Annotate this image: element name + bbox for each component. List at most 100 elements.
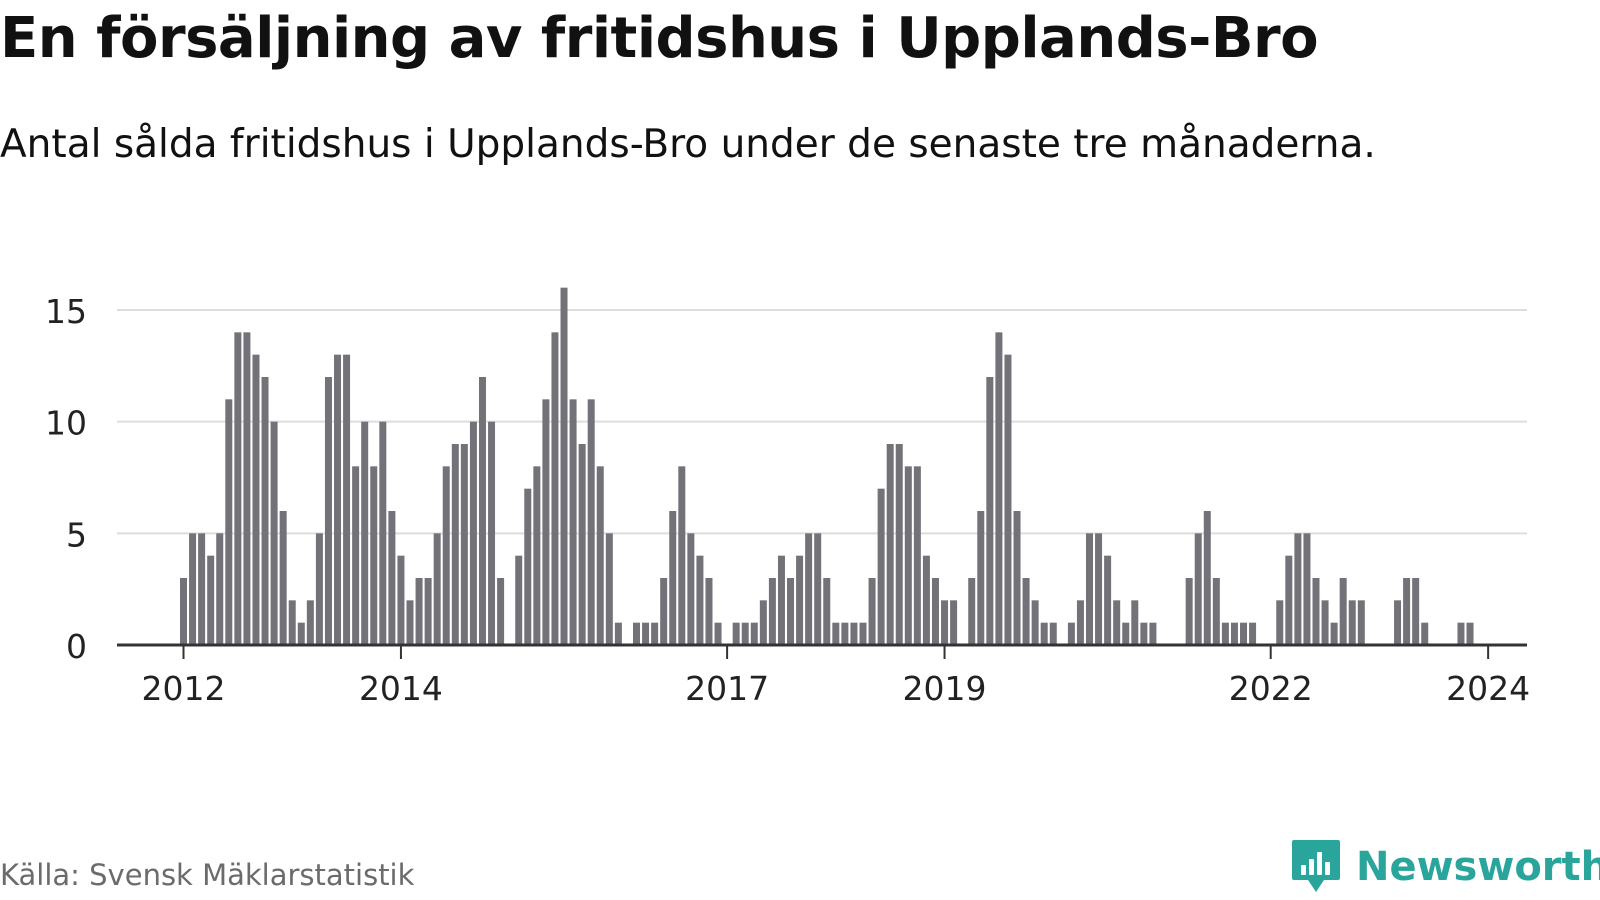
bar xyxy=(669,511,677,645)
bar xyxy=(297,622,305,645)
bar xyxy=(913,466,921,645)
bar xyxy=(696,555,704,645)
bar xyxy=(542,399,550,645)
x-tick-label: 2012 xyxy=(142,669,226,708)
bar xyxy=(1221,622,1229,645)
bar xyxy=(904,466,912,645)
bar xyxy=(1312,578,1320,645)
bar xyxy=(397,555,405,645)
bar xyxy=(1457,622,1465,645)
data-label: 1 xyxy=(1478,0,1499,8)
newsworthy-logo-icon xyxy=(1292,840,1340,892)
bar xyxy=(560,287,568,645)
bar xyxy=(931,578,939,645)
bar xyxy=(1240,622,1248,645)
bar xyxy=(1004,354,1012,645)
bar xyxy=(315,533,323,645)
bar xyxy=(252,354,260,645)
bar xyxy=(1276,600,1284,645)
bar xyxy=(678,466,686,645)
bar xyxy=(488,421,496,645)
bar xyxy=(1394,600,1402,645)
bar-series xyxy=(180,287,1474,645)
bar xyxy=(714,622,722,645)
bar xyxy=(1294,533,1302,645)
bar xyxy=(388,511,396,645)
bar xyxy=(1330,622,1338,645)
y-tick-label: 15 xyxy=(45,292,87,331)
bar xyxy=(460,444,468,645)
x-tick-label: 2024 xyxy=(1446,669,1530,708)
bar xyxy=(1095,533,1103,645)
bar xyxy=(977,511,985,645)
bar xyxy=(497,578,505,645)
bar xyxy=(587,399,595,645)
axes xyxy=(117,643,1527,659)
bar xyxy=(1149,622,1157,645)
bar xyxy=(180,578,187,645)
x-tick-label: 2017 xyxy=(685,669,769,708)
bar xyxy=(288,600,296,645)
bar xyxy=(605,533,613,645)
bar xyxy=(334,354,342,645)
bar xyxy=(551,332,559,645)
bar xyxy=(1321,600,1329,645)
chart-title: En försäljning av fritidshus i Upplands-… xyxy=(0,6,1319,71)
bar xyxy=(1194,533,1202,645)
bar xyxy=(198,533,206,645)
bar xyxy=(515,555,523,645)
bar xyxy=(805,533,813,645)
bar xyxy=(1285,555,1293,645)
bar xyxy=(569,399,577,645)
bar xyxy=(424,578,432,645)
bar xyxy=(207,555,215,645)
bar xyxy=(651,622,659,645)
bar xyxy=(1303,533,1311,645)
bar xyxy=(1230,622,1238,645)
bar xyxy=(1086,533,1093,645)
bar xyxy=(596,466,604,645)
bar xyxy=(750,622,758,645)
bar xyxy=(469,421,477,645)
bar xyxy=(796,555,804,645)
bar xyxy=(234,332,242,645)
bar xyxy=(524,488,532,645)
bar xyxy=(478,377,486,645)
bar xyxy=(1049,622,1057,645)
bar xyxy=(768,578,776,645)
bar xyxy=(868,578,876,645)
bar xyxy=(1339,578,1347,645)
bar xyxy=(216,533,224,645)
bar xyxy=(578,444,586,645)
bar xyxy=(614,622,622,645)
bar xyxy=(841,622,849,645)
bar xyxy=(660,578,668,645)
bar xyxy=(633,622,640,645)
bar xyxy=(225,399,233,645)
bar xyxy=(1076,600,1084,645)
bar xyxy=(379,421,387,645)
bar xyxy=(823,578,831,645)
bar xyxy=(1113,600,1121,645)
bar xyxy=(741,622,749,645)
bar xyxy=(895,444,903,645)
source-note: Källa: Svensk Mäklarstatistik xyxy=(0,858,415,892)
bar xyxy=(1185,578,1193,645)
brand-name: Newsworthy xyxy=(1356,844,1600,890)
bar xyxy=(1421,622,1429,645)
bar xyxy=(1067,622,1075,645)
bar xyxy=(787,578,795,645)
x-tick-label: 2022 xyxy=(1229,669,1313,708)
bar xyxy=(1249,622,1257,645)
bar xyxy=(1466,622,1474,645)
bar xyxy=(814,533,822,645)
bar xyxy=(1357,600,1365,645)
chart-subtitle: Antal sålda fritidshus i Upplands-Bro un… xyxy=(0,122,1376,167)
bar xyxy=(1104,555,1112,645)
bar xyxy=(279,511,287,645)
bar xyxy=(442,466,450,645)
bar xyxy=(986,377,994,645)
y-tick-label: 0 xyxy=(66,627,87,666)
bar xyxy=(1131,600,1139,645)
bar xyxy=(777,555,785,645)
